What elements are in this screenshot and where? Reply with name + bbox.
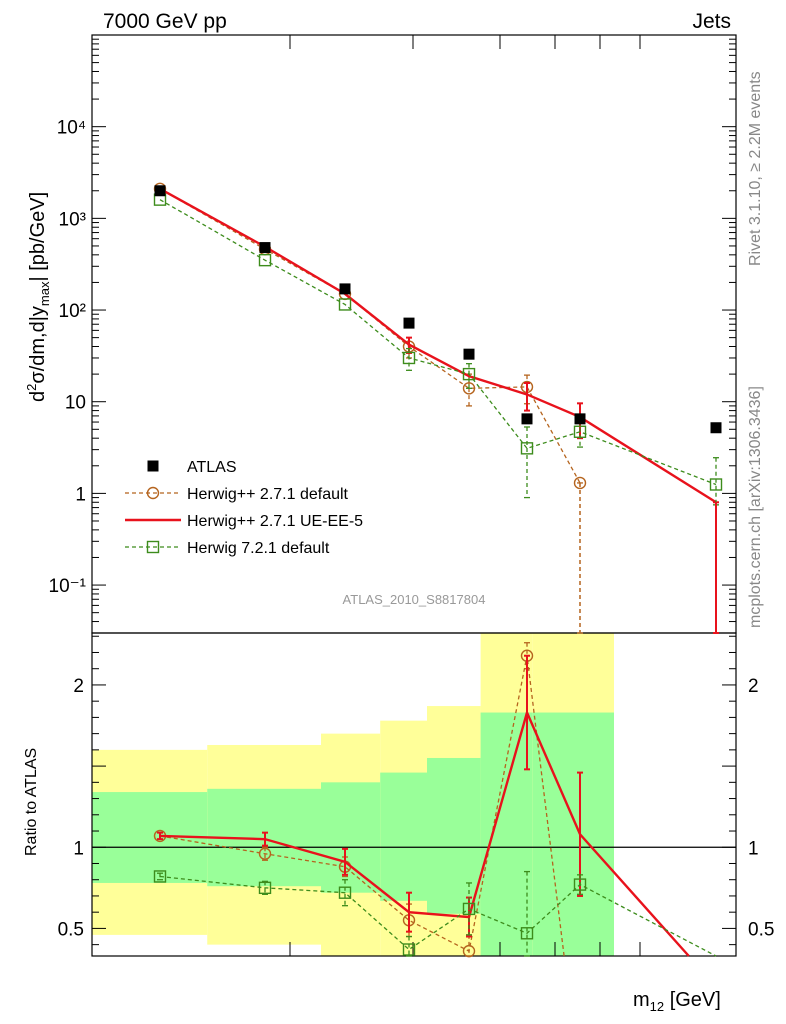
analysis-label: ATLAS_2010_S8817804 [343, 592, 486, 607]
ratio-y-tick-label-right: 0.5 [748, 919, 774, 940]
main-point-herwig-2-7-1-default [573, 476, 587, 490]
main-line-herwig-2-7-1-ue-ee-5 [159, 187, 717, 504]
ratio-point-herwig-2-7-1-default [462, 944, 476, 958]
green-band [380, 772, 427, 901]
main-point-atlas [710, 422, 722, 434]
ratio-y-tick-label-right: 2 [748, 676, 759, 697]
ratio-y-axis-label: Ratio to ATLAS [23, 748, 40, 856]
ratio-point-herwig-7-2-1-default [153, 870, 167, 883]
legend-marker-atlas [147, 460, 159, 472]
main-point-herwig-7-2-1-default [258, 253, 272, 267]
main-y-tick-label: 10⁴ [57, 118, 86, 139]
main-line-herwig-2-7-1-default [159, 188, 581, 484]
ratio-point-herwig-7-2-1-default [258, 881, 272, 895]
main-point-atlas [521, 413, 533, 425]
x-axis-label: m12 [GeV] [633, 989, 721, 1014]
ratio-uncertainty-bands [92, 633, 614, 956]
main-point-atlas [259, 242, 271, 254]
main-line-herwig-7-2-1-default [159, 199, 717, 486]
main-point-herwig-2-7-1-default [462, 382, 476, 395]
axis-ticks: 10⁻¹ 1 10 10² 10³ 10⁴ 0.5 0.5 1 1 2 2 [49, 34, 774, 956]
ratio-point-herwig-7-2-1-default [520, 927, 534, 940]
main-point-atlas [403, 317, 415, 329]
main-point-herwig-7-2-1-default [462, 367, 476, 381]
main-point-herwig-7-2-1-default [709, 478, 723, 491]
ratio-y-tick-label: 1 [73, 838, 84, 859]
main-series [153, 182, 723, 634]
main-point-herwig-7-2-1-default [520, 442, 534, 455]
legend-label: ATLAS [187, 459, 237, 476]
ratio-y-tick-label: 0.5 [58, 919, 84, 940]
main-y-tick-label: 10² [59, 301, 86, 322]
legend: ATLAS Herwig++ 2.7.1 default Herwig++ 2.7.… [125, 459, 363, 557]
plot-frames [91, 34, 737, 957]
header-left-label: 7000 GeV pp [103, 10, 227, 33]
main-y-tick-label: 10³ [59, 209, 86, 230]
ratio-point-herwig-2-7-1-default [258, 847, 272, 860]
ratio-point-herwig-7-2-1-default [338, 886, 352, 899]
main-y-tick-label: 10⁻¹ [49, 576, 87, 597]
ratio-point-herwig-7-2-1-default [462, 902, 476, 916]
header-right-label: Jets [692, 10, 731, 33]
ratio-y-tick-label-right: 1 [748, 838, 759, 859]
green-band [321, 782, 381, 893]
legend-label: Herwig++ 2.7.1 UE-EE-5 [187, 513, 363, 530]
ratio-line-herwig-2-7-1-ue-ee-5 [159, 708, 690, 957]
rivet-version-label: Rivet 3.1.10, ≥ 2.2M events [747, 71, 764, 266]
ratio-series [153, 642, 717, 958]
main-point-atlas [339, 283, 351, 295]
ratio-frame [91, 632, 737, 957]
ratio-y-tick-label: 2 [73, 676, 84, 697]
main-point-atlas [574, 413, 586, 425]
main-point-herwig-7-2-1-default [338, 298, 352, 311]
legend-label: Herwig 7.2.1 default [187, 540, 330, 557]
main-point-atlas [154, 185, 166, 197]
legend-label: Herwig++ 2.7.1 default [187, 486, 349, 503]
green-band [480, 712, 533, 956]
ratio-point-herwig-7-2-1-default [402, 943, 416, 956]
main-point-herwig-7-2-1-default [402, 351, 416, 365]
mcplots-reference-label: mcplots.cern.ch [arXiv:1306.3436] [747, 386, 764, 628]
main-y-tick-label: 10 [65, 393, 86, 414]
ratio-point-herwig-7-2-1-default [573, 878, 587, 891]
green-band [532, 712, 614, 956]
main-point-atlas [463, 348, 475, 360]
main-y-tick-label: 1 [75, 484, 86, 505]
green-band [427, 757, 481, 914]
legend-marker [146, 486, 160, 500]
main-point-herwig-7-2-1-default [573, 425, 587, 438]
legend-marker [146, 540, 160, 554]
main-y-axis-label: d2σ/dm,d|ymax| [pb/GeV] [24, 192, 52, 402]
